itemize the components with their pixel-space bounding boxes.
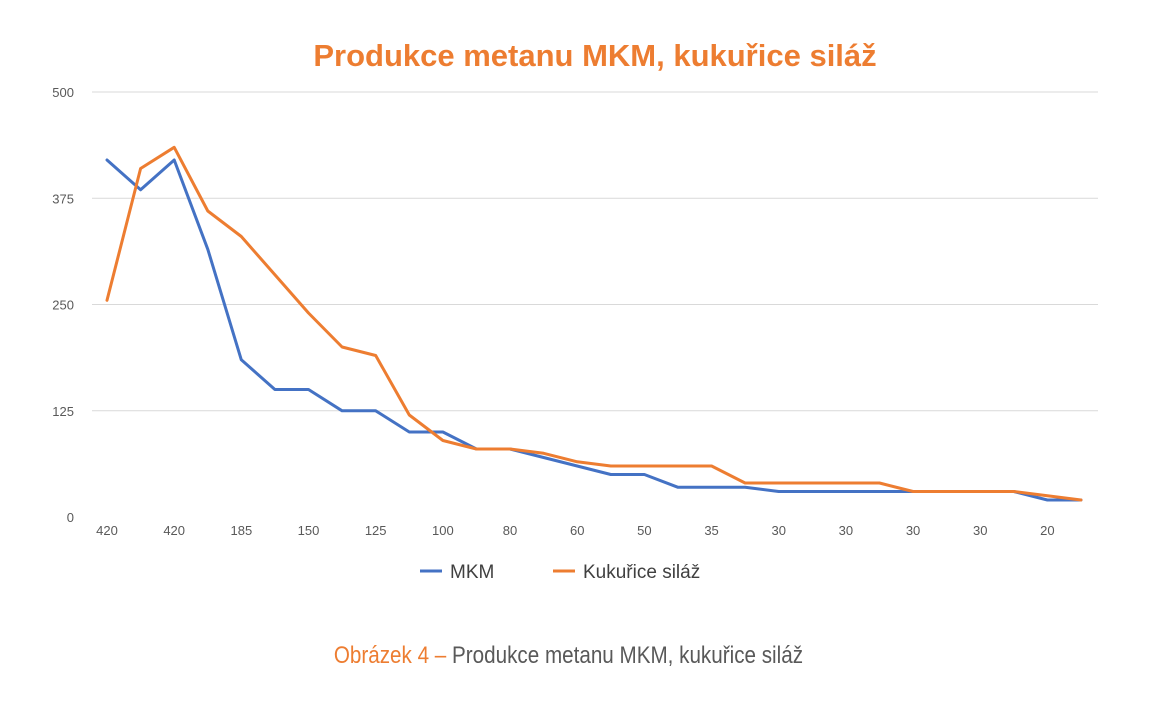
- x-tick-label: 125: [365, 523, 387, 538]
- chart-title: Produkce metanu MKM, kukuřice siláž: [313, 38, 877, 73]
- x-tick-label: 30: [906, 523, 920, 538]
- x-tick-label: 35: [704, 523, 718, 538]
- x-axis-tick-labels: 420 420 185 150 125 100 80 60 50 35 30 30 30 30 20: [96, 523, 1054, 538]
- x-tick-label: 50: [637, 523, 651, 538]
- line-chart: 0 125 250 375 500 420 420 185 150 125 100 80 60 50 35…: [52, 85, 1098, 583]
- x-tick-label: 30: [839, 523, 853, 538]
- y-tick-label: 375: [52, 191, 74, 206]
- series-line-mkm: [105, 158, 1083, 502]
- legend-label: MKM: [450, 562, 494, 583]
- caption-text: Produkce metanu MKM, kukuřice siláž: [452, 642, 804, 669]
- x-tick-label: 185: [230, 523, 252, 538]
- gridlines: [92, 91, 1098, 412]
- x-tick-label: 80: [503, 523, 517, 538]
- y-tick-label: 250: [52, 298, 74, 313]
- legend-item: MKM: [420, 562, 494, 583]
- y-axis-tick-labels: 0 125 250 375 500: [52, 85, 74, 525]
- y-tick-label: 0: [67, 510, 74, 525]
- series-line-kukurice-silaz: [105, 145, 1083, 502]
- x-tick-label: 20: [1040, 523, 1054, 538]
- legend: MKM Kukuřice siláž: [420, 562, 700, 583]
- x-tick-label: 30: [973, 523, 987, 538]
- y-tick-label: 125: [52, 404, 74, 419]
- y-tick-label: 500: [52, 85, 74, 100]
- x-tick-label: 100: [432, 523, 454, 538]
- x-tick-label: 420: [96, 523, 118, 538]
- legend-item: Kukuřice siláž: [553, 562, 700, 583]
- x-tick-label: 60: [570, 523, 584, 538]
- series-lines: [105, 145, 1083, 502]
- caption-prefix: Obrázek 4 –: [333, 642, 447, 669]
- x-tick-label: 30: [771, 523, 785, 538]
- x-tick-label: 420: [163, 523, 185, 538]
- figure-caption: Obrázek 4 – Produkce metanu MKM, kukuřic…: [80, 642, 1058, 670]
- x-tick-label: 150: [298, 523, 320, 538]
- legend-label: Kukuřice siláž: [583, 562, 700, 583]
